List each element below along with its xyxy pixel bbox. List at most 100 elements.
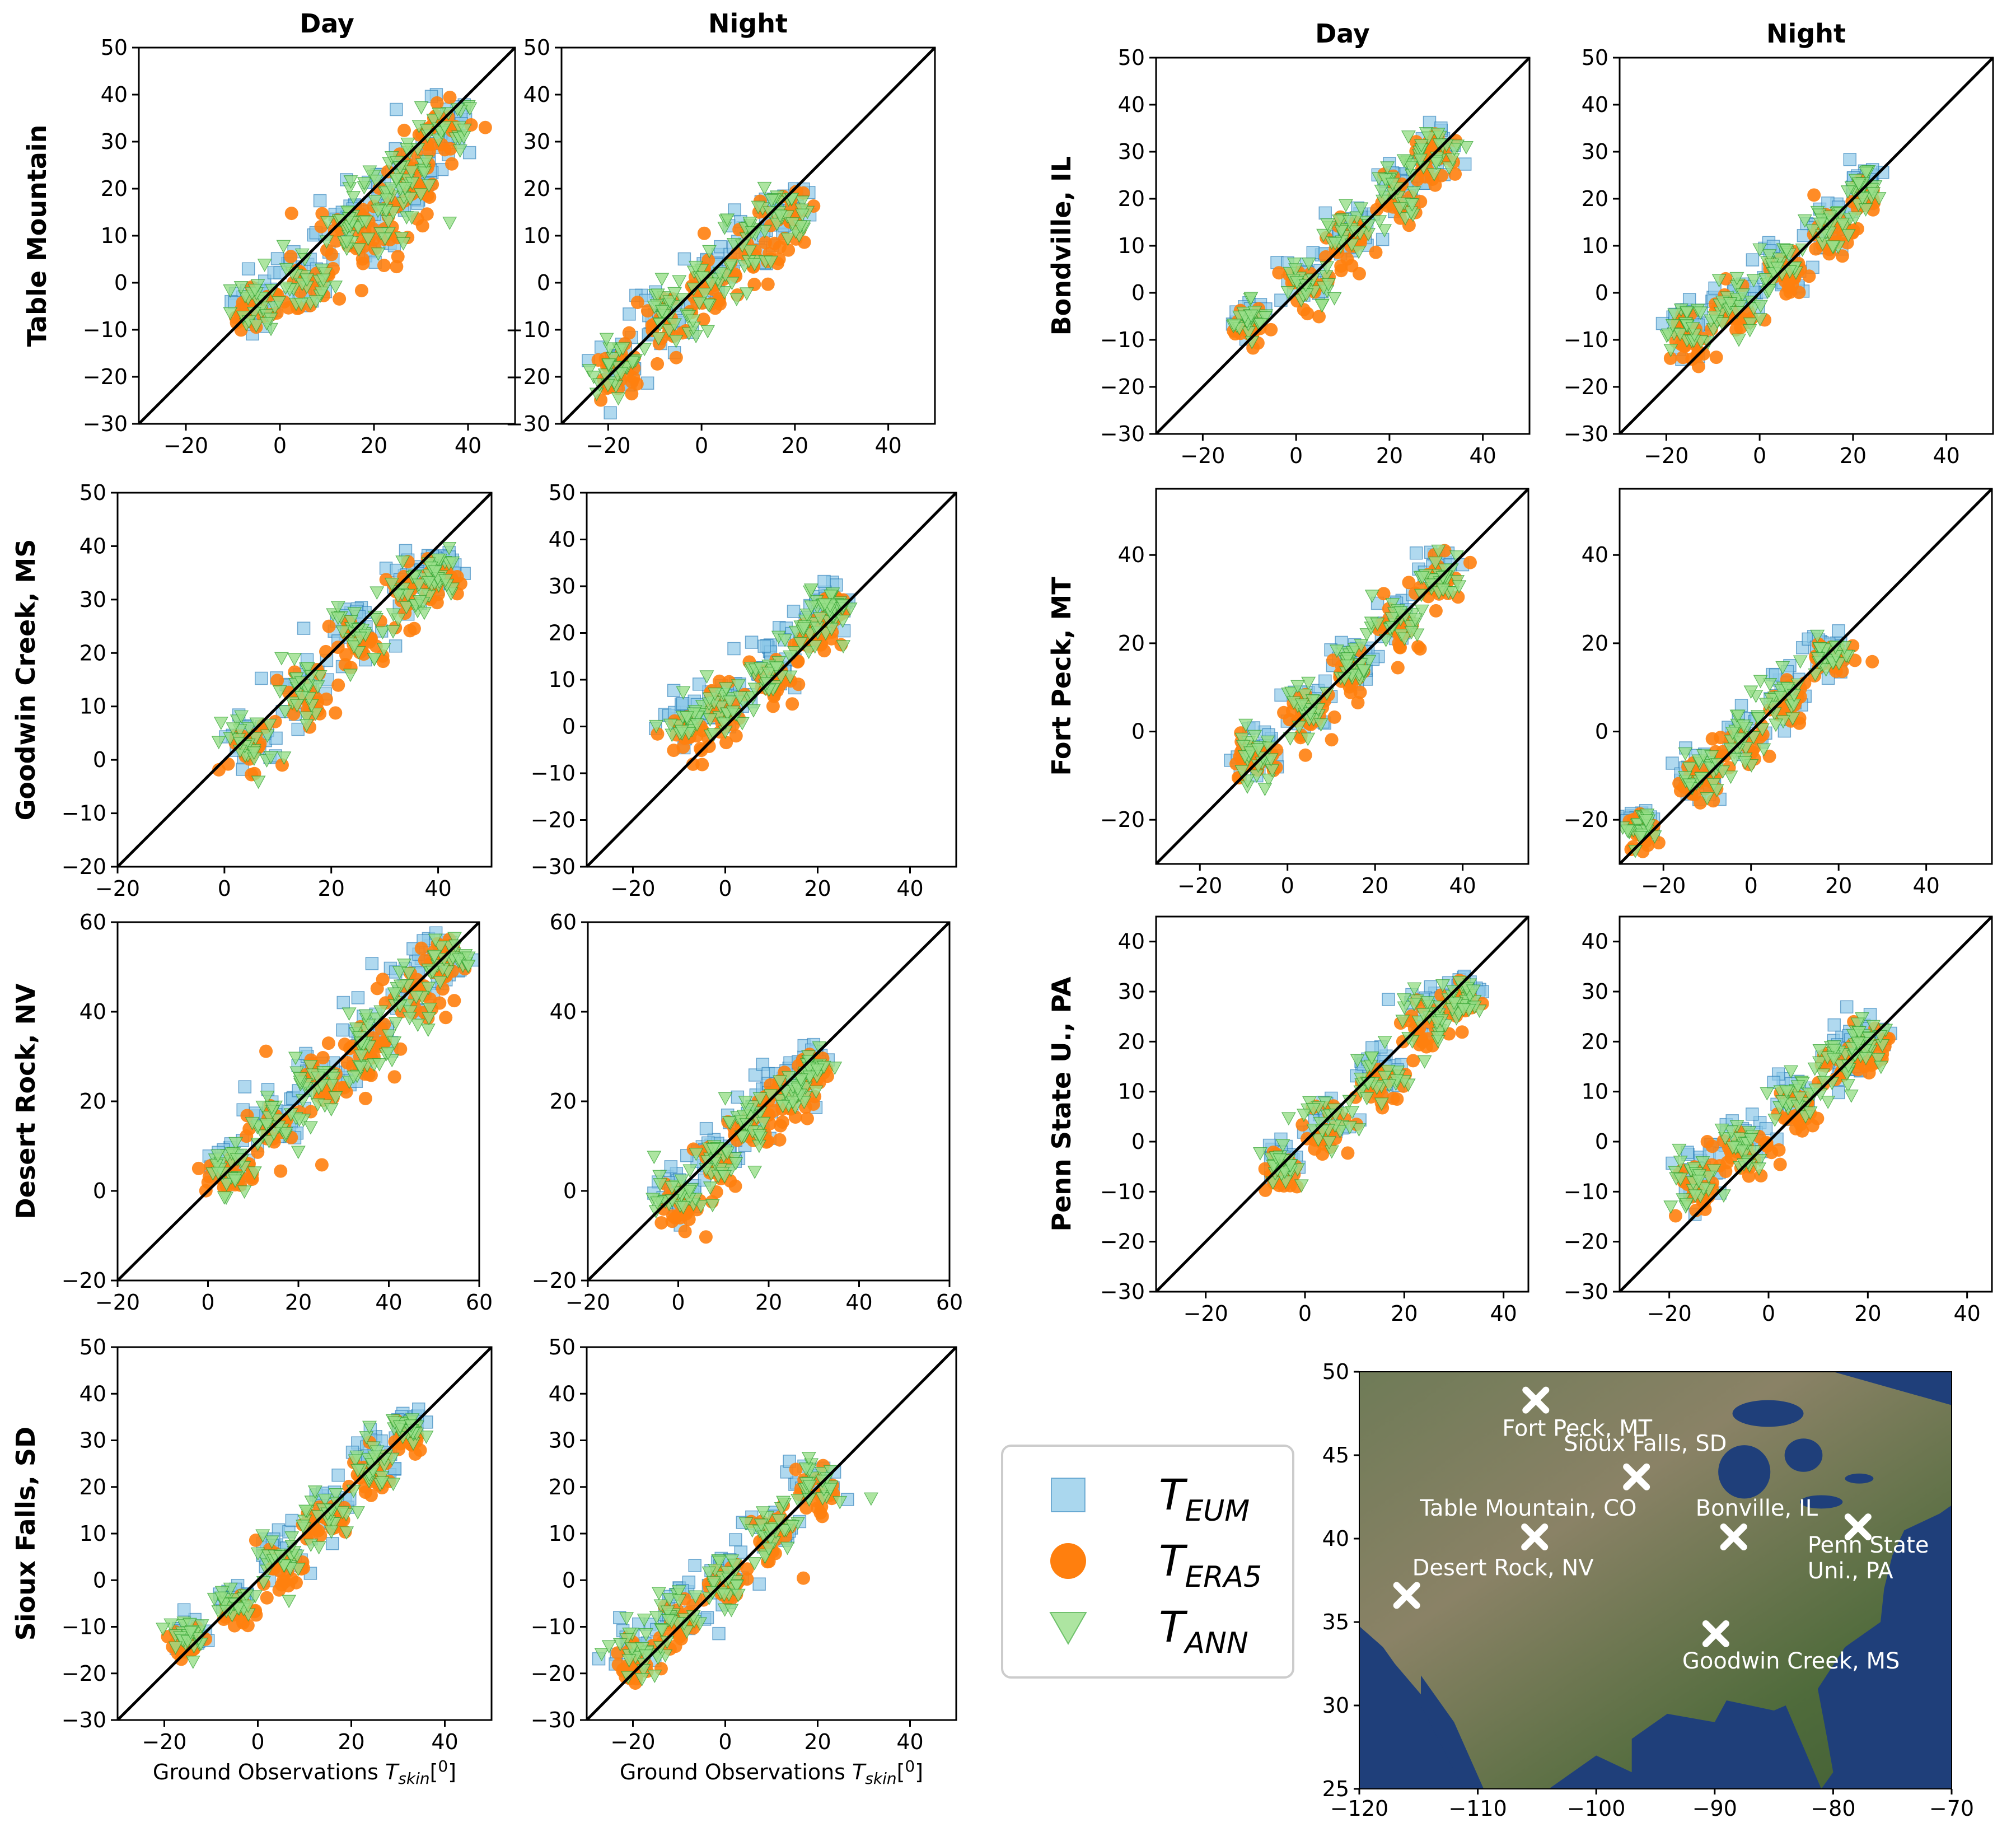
era5-point: [259, 1044, 273, 1058]
ann-point: [706, 1576, 721, 1590]
ann-point: [320, 216, 335, 230]
ann-point: [308, 295, 324, 309]
ann-point: [1847, 211, 1863, 225]
ann-point: [375, 626, 390, 640]
ann-point: [663, 718, 678, 732]
ann-point: [431, 553, 446, 567]
ann-point: [1752, 243, 1767, 257]
ann-point: [1414, 139, 1429, 153]
ann-point: [793, 637, 808, 651]
ann-point: [1354, 639, 1369, 653]
eum-point: [462, 146, 476, 160]
ann-point: [699, 670, 714, 684]
eum-point: [1666, 756, 1679, 770]
eum-point: [692, 677, 706, 691]
ann-point: [343, 175, 358, 189]
eum-point: [1423, 115, 1437, 129]
y-tick-label: 30: [79, 1428, 106, 1453]
x-tick-label: 40: [424, 876, 451, 901]
ann-point: [1406, 186, 1421, 200]
era5-point: [1325, 733, 1339, 747]
era5-point: [625, 387, 639, 401]
ann-point: [697, 287, 712, 301]
ann-point: [368, 195, 383, 209]
ann-point: [457, 123, 472, 137]
era5-point: [665, 1214, 679, 1228]
era5-point: [1402, 576, 1416, 590]
ann-point: [343, 669, 358, 683]
ann-point: [1723, 770, 1738, 784]
era5-point: [1340, 252, 1354, 266]
ann-point: [421, 982, 436, 996]
y-tick-label: −10: [506, 317, 550, 342]
ann-point: [228, 1137, 244, 1151]
points: [1620, 624, 1879, 858]
ann-point: [412, 595, 427, 609]
ann-point: [747, 1557, 762, 1571]
ann-point: [432, 108, 447, 121]
ann-point: [662, 295, 677, 309]
ann-point: [1320, 218, 1335, 232]
era5-point: [1865, 655, 1879, 669]
ann-point: [1413, 153, 1428, 167]
ann-point: [352, 243, 367, 257]
y-tick-label: 50: [79, 480, 106, 505]
ann-point: [650, 288, 665, 302]
points: [582, 181, 821, 420]
ann-point: [415, 588, 431, 602]
era5-point: [625, 375, 639, 389]
x-tick-label: 20: [338, 1730, 364, 1754]
x-tick-label: 0: [201, 1290, 214, 1315]
ann-point: [761, 666, 776, 680]
ann-point: [665, 1181, 680, 1195]
ann-point: [747, 683, 763, 697]
ann-point: [672, 275, 687, 289]
ann-point: [1729, 272, 1744, 286]
era5-point: [1312, 310, 1326, 324]
ann-point: [1742, 324, 1757, 338]
ann-point: [1329, 644, 1344, 658]
ann-point: [1290, 680, 1306, 694]
x-tick-label: −20: [1180, 443, 1225, 468]
ann-point: [1404, 626, 1419, 639]
ann-point: [703, 277, 719, 291]
ann-point: [379, 193, 394, 207]
x-tick-label: −20: [1644, 443, 1688, 468]
ann-point: [228, 1174, 243, 1188]
era5-point: [276, 1574, 290, 1588]
x-tick-label: 40: [845, 1290, 872, 1315]
eum-point: [1318, 206, 1332, 220]
y-tick-label: 10: [1582, 233, 1608, 258]
x-tick-label: −20: [95, 1290, 140, 1315]
x-tick-label: 0: [218, 876, 231, 901]
ann-point: [1401, 130, 1416, 144]
ann-point: [442, 541, 457, 555]
ann-point: [288, 1051, 303, 1065]
ann-point: [390, 589, 405, 603]
ann-point: [601, 358, 616, 372]
eum-point: [313, 194, 327, 208]
ann-point: [250, 1547, 265, 1561]
y-tick-label: 0: [562, 714, 576, 739]
era5-point: [1729, 323, 1743, 337]
era5-point: [674, 1632, 688, 1646]
ann-point: [373, 1005, 389, 1019]
era5-point: [1676, 350, 1690, 364]
eum-point: [1746, 253, 1760, 267]
y-tick-label: 50: [549, 480, 576, 505]
ann-point: [731, 1588, 746, 1602]
era5-point: [1835, 249, 1849, 263]
one-to-one-line: [560, 46, 936, 425]
ann-point: [307, 1485, 322, 1499]
era5-point: [333, 292, 347, 306]
era5-point: [376, 973, 390, 987]
ann-point: [310, 680, 325, 694]
era5-point: [420, 207, 434, 221]
ann-point: [754, 1518, 769, 1532]
ann-point: [808, 1085, 824, 1099]
x-tick-label: 20: [804, 1730, 831, 1754]
eum-point: [748, 1068, 762, 1082]
